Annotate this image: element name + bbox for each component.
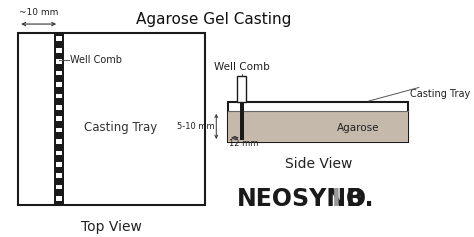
Bar bbox=[55, 59, 63, 64]
Bar bbox=[55, 150, 63, 155]
Text: I: I bbox=[332, 187, 341, 210]
Text: NEOSYNB: NEOSYNB bbox=[237, 187, 365, 210]
Bar bbox=[239, 102, 244, 140]
Bar bbox=[55, 173, 63, 178]
Bar bbox=[55, 185, 63, 189]
Text: Agarose: Agarose bbox=[337, 123, 379, 133]
Bar bbox=[18, 33, 205, 205]
Bar bbox=[55, 162, 63, 167]
Text: O.: O. bbox=[346, 187, 374, 210]
Text: 12 mm: 12 mm bbox=[229, 139, 259, 148]
Text: Casting Tray: Casting Tray bbox=[410, 89, 471, 99]
Bar bbox=[55, 94, 63, 98]
Text: Top View: Top View bbox=[81, 220, 142, 234]
Bar bbox=[55, 196, 63, 201]
Text: ~10 mm: ~10 mm bbox=[19, 8, 58, 17]
Text: Casting Tray: Casting Tray bbox=[84, 121, 157, 134]
Bar bbox=[55, 139, 63, 144]
Bar bbox=[55, 116, 63, 121]
Bar bbox=[228, 111, 408, 142]
Text: Side View: Side View bbox=[284, 157, 352, 171]
Bar bbox=[55, 105, 63, 109]
Text: 5-10 mm: 5-10 mm bbox=[176, 122, 214, 131]
Bar bbox=[55, 36, 63, 41]
Bar bbox=[55, 48, 63, 53]
Text: Well Comb: Well Comb bbox=[70, 55, 122, 65]
Bar bbox=[228, 102, 408, 142]
Text: Agarose Gel Casting: Agarose Gel Casting bbox=[136, 12, 291, 27]
Text: Well Comb: Well Comb bbox=[214, 62, 270, 72]
Bar bbox=[55, 82, 63, 87]
Bar bbox=[55, 128, 63, 132]
Bar bbox=[55, 34, 64, 204]
Bar bbox=[55, 71, 63, 75]
Bar bbox=[237, 76, 246, 102]
